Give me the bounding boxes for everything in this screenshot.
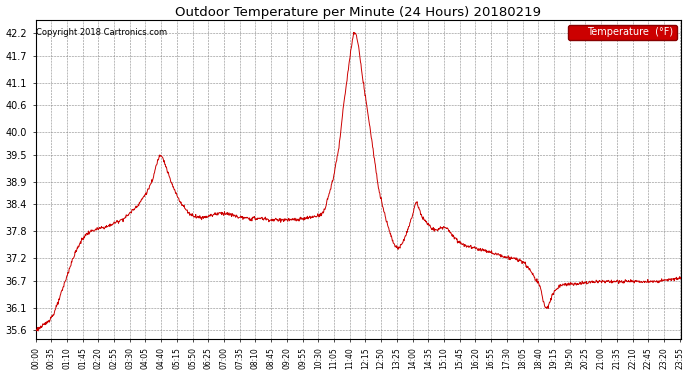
Legend: Temperature  (°F): Temperature (°F) bbox=[568, 25, 677, 40]
Title: Outdoor Temperature per Minute (24 Hours) 20180219: Outdoor Temperature per Minute (24 Hours… bbox=[175, 6, 542, 18]
Text: Copyright 2018 Cartronics.com: Copyright 2018 Cartronics.com bbox=[36, 28, 167, 37]
